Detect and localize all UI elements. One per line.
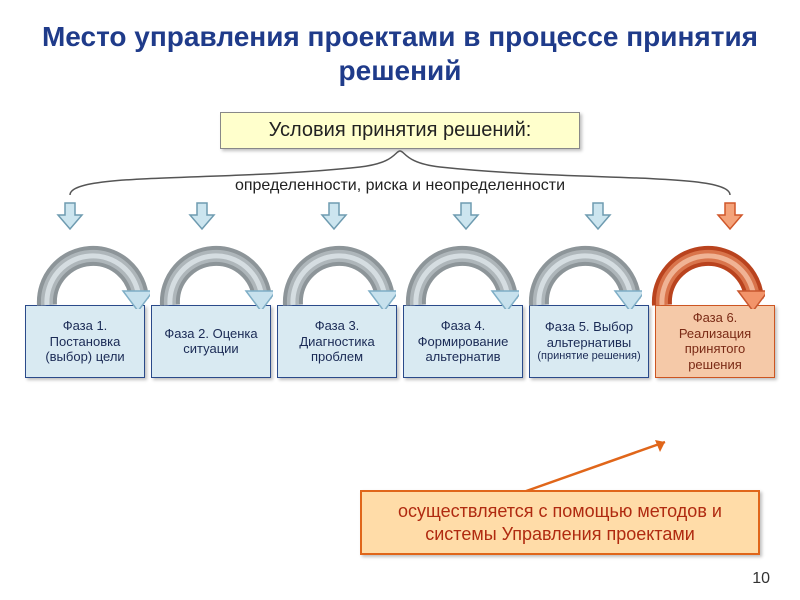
loop-arc-highlight — [650, 229, 765, 309]
loop-arc-icon — [404, 229, 519, 309]
page-number: 10 — [752, 570, 770, 588]
phase-label: Фаза 6. Реализация принятого решения — [658, 310, 772, 372]
phase-label: Фаза 5. Выбор альтернативы — [532, 319, 646, 350]
loop-arc-icon — [281, 229, 396, 309]
loop-arc — [281, 229, 396, 309]
conditions-subtitle: определенности, риска и неопределенности — [235, 177, 565, 195]
conditions-box: Условия принятия решений: — [220, 112, 580, 149]
phase-label: Фаза 1. Постановка (выбор) цели — [28, 318, 142, 365]
phases-row: Фаза 1. Постановка (выбор) цели Фаза 2. … — [0, 305, 800, 377]
loops-row — [0, 229, 800, 309]
loop-arc — [158, 229, 273, 309]
phase-label: Фаза 2. Оценка ситуации — [154, 326, 268, 357]
callout-box: осуществляется с помощью методов и систе… — [360, 490, 760, 555]
loop-arc — [527, 229, 642, 309]
phase-box-6: Фаза 6. Реализация принятого решения — [655, 305, 775, 377]
phase-box-5: Фаза 5. Выбор альтернативы (принятие реш… — [529, 305, 649, 377]
page-title: Место управления проектами в процессе пр… — [0, 0, 800, 97]
loop-arc-icon — [35, 229, 150, 309]
phase-box-1: Фаза 1. Постановка (выбор) цели — [25, 305, 145, 377]
loop-arc-icon — [527, 229, 642, 309]
loop-arc — [404, 229, 519, 309]
phase-sublabel: (принятие решения) — [532, 350, 646, 363]
down-arrow-icon — [55, 201, 85, 231]
loop-arc-highlight-icon — [650, 229, 765, 309]
phase-box-3: Фаза 3. Диагностика проблем — [277, 305, 397, 377]
down-arrow-icon — [715, 201, 745, 231]
loop-arc-icon — [158, 229, 273, 309]
phase-label: Фаза 4. Формирование альтернатив — [406, 318, 520, 365]
down-arrow-icon — [319, 201, 349, 231]
brace-row: определенности, риска и неопределенности — [0, 147, 800, 199]
phase-box-2: Фаза 2. Оценка ситуации — [151, 305, 271, 377]
callout-text: осуществляется с помощью методов и систе… — [398, 501, 722, 544]
down-arrow-icon — [451, 201, 481, 231]
phase-box-4: Фаза 4. Формирование альтернатив — [403, 305, 523, 377]
down-arrow-icon — [583, 201, 613, 231]
down-arrow-icon — [187, 201, 217, 231]
loop-arc — [35, 229, 150, 309]
phase-label: Фаза 3. Диагностика проблем — [280, 318, 394, 365]
down-arrows-row — [0, 201, 800, 231]
